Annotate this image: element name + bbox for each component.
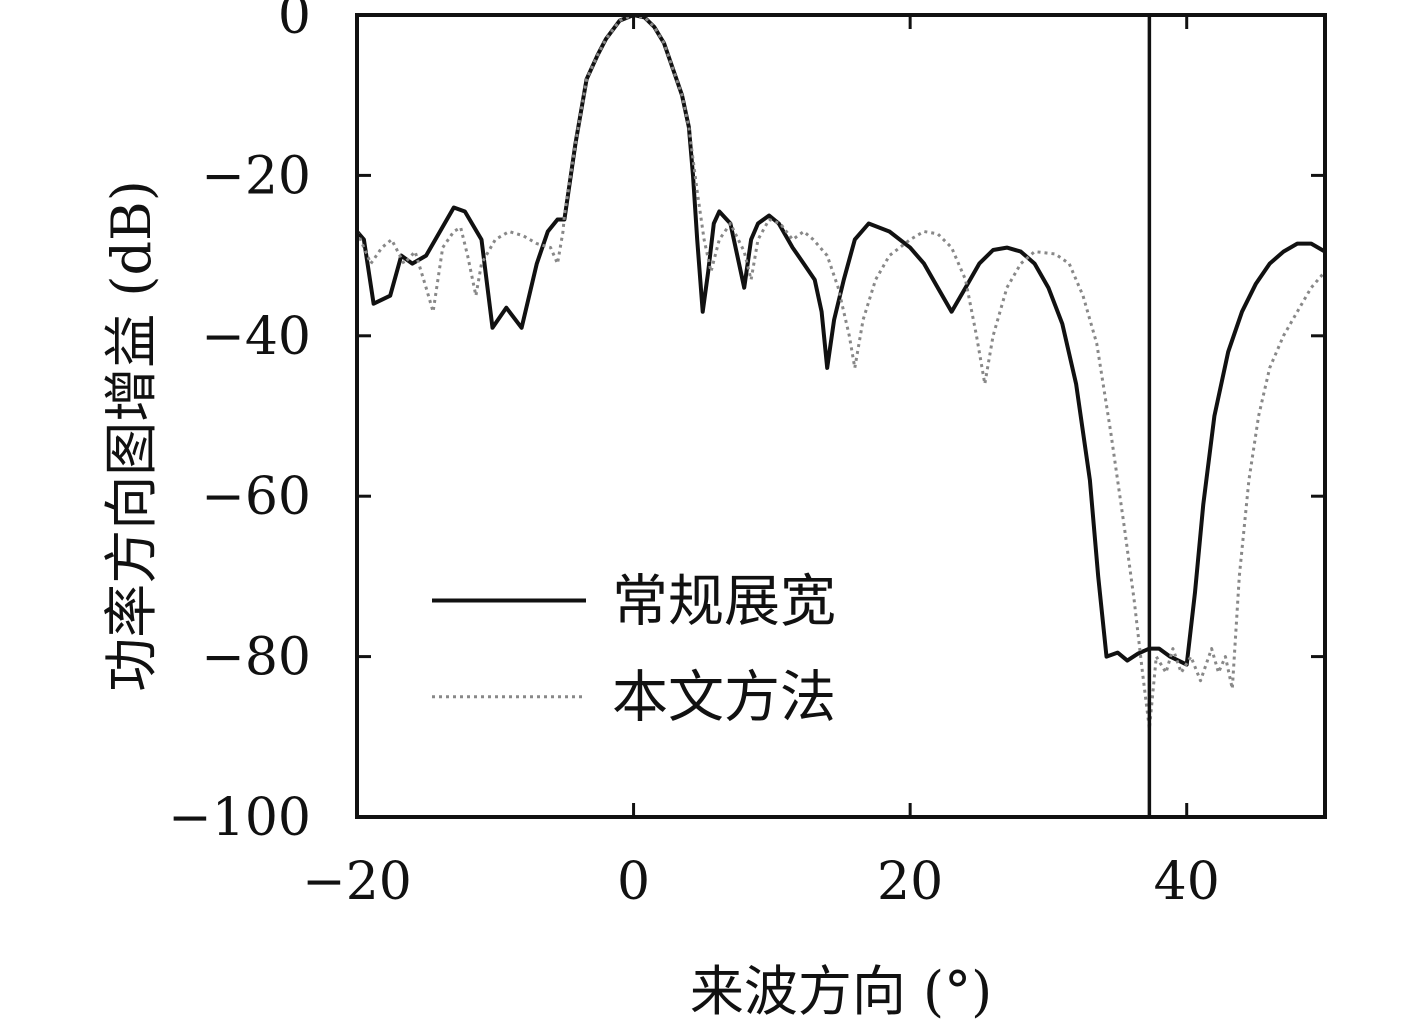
x-tick-label: 40 <box>1154 852 1220 912</box>
legend-box <box>397 512 869 753</box>
x-tick-label: 20 <box>877 852 943 912</box>
axis-labels: 来波方向 (°) 功率方向图增益 (dB) <box>100 180 992 1023</box>
x-tick-label: −20 <box>302 852 412 912</box>
plot-frame <box>355 13 1327 819</box>
series-line-2 <box>355 13 1327 731</box>
y-tick-label: −40 <box>201 307 311 367</box>
axis-ticks: −20 0 20 40 0 −20 −40 −60 −80 −100 <box>168 0 1325 912</box>
series-line-1 <box>355 13 1327 667</box>
x-axis-label: 来波方向 (°) <box>690 960 992 1023</box>
x-tick-label: 0 <box>617 852 650 912</box>
y-tick-label: −100 <box>168 788 311 848</box>
legend-label-2: 本文方法 <box>612 666 836 731</box>
plot-area <box>355 13 1327 731</box>
y-axis-label: 功率方向图增益 (dB) <box>100 180 163 692</box>
y-tick-label: 0 <box>278 0 311 46</box>
y-tick-label: −20 <box>201 146 311 206</box>
y-tick-label: −80 <box>201 628 311 688</box>
y-tick-label: −60 <box>201 467 311 527</box>
legend-label-1: 常规展宽 <box>612 569 836 634</box>
